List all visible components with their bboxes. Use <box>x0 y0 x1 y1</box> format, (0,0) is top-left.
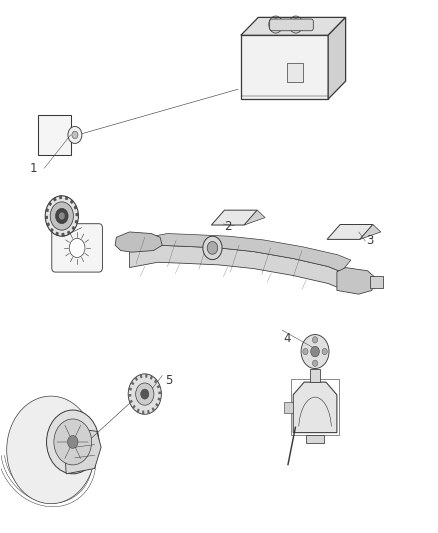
Polygon shape <box>132 405 136 409</box>
Polygon shape <box>46 208 49 212</box>
Text: 4: 4 <box>283 332 290 345</box>
Circle shape <box>67 435 78 448</box>
Polygon shape <box>50 228 53 232</box>
Circle shape <box>312 360 318 367</box>
Circle shape <box>46 410 99 474</box>
FancyBboxPatch shape <box>52 224 102 272</box>
Polygon shape <box>48 201 52 206</box>
Text: 1: 1 <box>30 161 37 175</box>
Circle shape <box>128 374 161 414</box>
Circle shape <box>54 419 92 465</box>
Polygon shape <box>137 408 140 413</box>
Polygon shape <box>147 410 150 414</box>
Polygon shape <box>46 223 50 227</box>
Polygon shape <box>65 196 68 200</box>
Polygon shape <box>241 18 346 35</box>
Polygon shape <box>327 224 373 239</box>
Polygon shape <box>152 407 155 411</box>
Circle shape <box>45 196 78 236</box>
Circle shape <box>141 389 149 399</box>
Circle shape <box>291 19 300 30</box>
Polygon shape <box>140 374 142 378</box>
Circle shape <box>303 349 308 355</box>
Polygon shape <box>130 233 351 272</box>
Text: 3: 3 <box>366 235 373 247</box>
Circle shape <box>69 238 85 257</box>
Circle shape <box>68 126 82 143</box>
Polygon shape <box>293 382 337 433</box>
Polygon shape <box>76 213 78 216</box>
Polygon shape <box>130 245 341 289</box>
Polygon shape <box>285 402 293 413</box>
Polygon shape <box>306 435 324 443</box>
Polygon shape <box>64 429 101 474</box>
Polygon shape <box>128 387 132 391</box>
Circle shape <box>272 19 280 30</box>
Polygon shape <box>328 18 346 99</box>
Polygon shape <box>72 226 75 230</box>
Polygon shape <box>287 63 303 82</box>
Polygon shape <box>134 377 138 381</box>
Polygon shape <box>38 115 71 155</box>
Polygon shape <box>370 276 383 288</box>
Polygon shape <box>59 196 62 199</box>
Polygon shape <box>115 232 162 252</box>
Circle shape <box>50 202 74 230</box>
Polygon shape <box>56 232 59 236</box>
Polygon shape <box>150 375 153 379</box>
Polygon shape <box>45 216 48 219</box>
Polygon shape <box>337 268 376 294</box>
Circle shape <box>7 396 95 504</box>
Circle shape <box>207 241 218 254</box>
Polygon shape <box>158 391 161 394</box>
Circle shape <box>136 383 154 405</box>
Polygon shape <box>212 210 257 225</box>
Circle shape <box>203 236 222 260</box>
Polygon shape <box>145 374 148 378</box>
Text: 5: 5 <box>165 374 173 387</box>
Polygon shape <box>70 200 74 204</box>
Polygon shape <box>75 220 78 224</box>
Polygon shape <box>128 394 131 397</box>
Polygon shape <box>129 400 133 403</box>
Polygon shape <box>360 224 381 239</box>
Circle shape <box>56 208 68 224</box>
Polygon shape <box>154 379 158 383</box>
Text: 2: 2 <box>224 220 231 233</box>
Polygon shape <box>67 231 71 235</box>
Polygon shape <box>74 205 77 209</box>
Circle shape <box>59 212 65 220</box>
Polygon shape <box>310 369 320 382</box>
Polygon shape <box>158 398 161 401</box>
FancyBboxPatch shape <box>270 19 313 31</box>
Circle shape <box>72 131 78 139</box>
Polygon shape <box>155 403 159 407</box>
Polygon shape <box>244 210 265 225</box>
Polygon shape <box>142 410 144 414</box>
Polygon shape <box>131 381 134 385</box>
Polygon shape <box>62 233 64 236</box>
Polygon shape <box>53 197 57 201</box>
Circle shape <box>322 349 327 355</box>
Circle shape <box>311 346 319 357</box>
Circle shape <box>301 335 329 368</box>
Polygon shape <box>241 35 328 99</box>
Polygon shape <box>157 385 160 389</box>
Circle shape <box>312 337 318 343</box>
